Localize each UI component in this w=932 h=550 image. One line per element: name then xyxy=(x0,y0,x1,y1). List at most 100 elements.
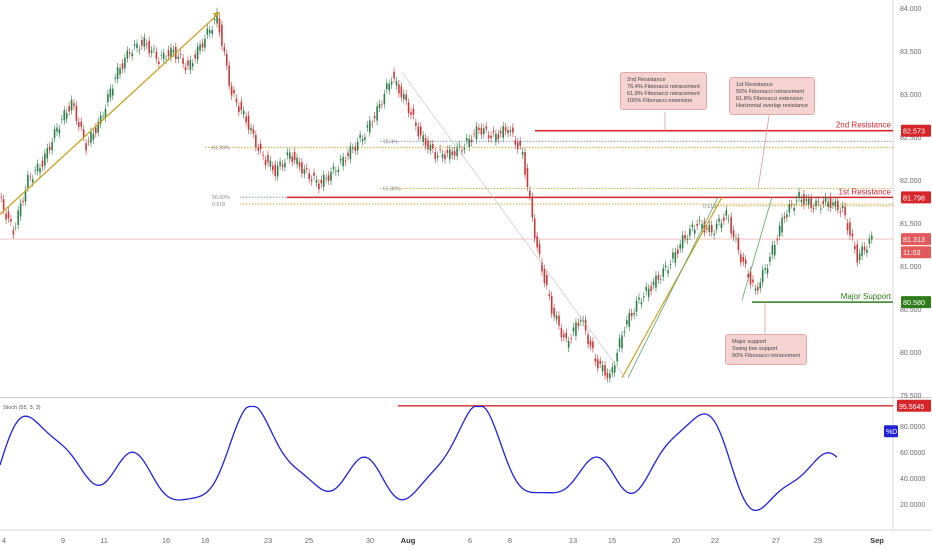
candle-body xyxy=(713,233,715,236)
candle-body xyxy=(230,86,233,96)
candle-body xyxy=(841,206,844,208)
candle-body xyxy=(463,147,466,150)
candle-body xyxy=(752,279,754,283)
candle-body xyxy=(138,49,141,51)
candle-body xyxy=(281,164,284,167)
candle-body xyxy=(783,216,786,219)
candle-body xyxy=(92,133,95,140)
candle-body xyxy=(849,222,851,236)
price-tick-label: 82.500 xyxy=(900,135,922,142)
candle-body xyxy=(531,197,534,218)
candle-body xyxy=(238,106,240,113)
candle-body xyxy=(679,244,682,249)
annotation-line: Swing low support xyxy=(732,345,778,352)
candle-body xyxy=(378,104,381,109)
candle-body xyxy=(555,315,558,320)
price-tick-label: 81.000 xyxy=(900,264,922,271)
price-badge-text: 82.573 xyxy=(903,127,925,136)
candle-body xyxy=(623,331,626,333)
candle-body xyxy=(657,275,660,280)
candle-body xyxy=(613,365,616,373)
candle-body xyxy=(730,216,732,234)
candle-body xyxy=(742,256,745,262)
candle-body xyxy=(492,130,495,133)
candle-body xyxy=(196,46,199,60)
candle-body xyxy=(298,161,301,167)
fib-level-label: 50.00% xyxy=(212,195,230,201)
fib-level-label: 0.618 xyxy=(703,204,716,210)
candle-body xyxy=(208,30,211,34)
candle-body xyxy=(718,218,720,222)
candle-body xyxy=(766,268,769,274)
candle-body xyxy=(630,313,633,317)
price-tick-label: 83.000 xyxy=(900,92,922,99)
x-tick-label: 13 xyxy=(569,536,577,545)
x-tick-label: 23 xyxy=(264,536,272,545)
candle-body xyxy=(698,219,701,221)
candle-body xyxy=(349,146,352,160)
candle-body xyxy=(589,340,592,347)
x-tick-label: 22 xyxy=(711,536,719,545)
candle-body xyxy=(444,154,446,160)
candle-body xyxy=(398,84,400,94)
candle-body xyxy=(604,365,606,376)
candle-body xyxy=(456,146,458,157)
candle-body xyxy=(51,142,53,151)
candle-body xyxy=(565,332,568,339)
candle-body xyxy=(303,169,306,174)
stoch-line xyxy=(0,405,838,512)
candle-body xyxy=(609,373,611,379)
x-tick-label: 18 xyxy=(201,536,209,545)
candle-body xyxy=(419,126,422,136)
candle-body xyxy=(194,54,197,59)
candle-body xyxy=(638,297,640,300)
candle-body xyxy=(436,155,439,158)
candle-body xyxy=(870,235,873,240)
candle-body xyxy=(764,268,766,270)
candle-body xyxy=(572,327,575,332)
candle-body xyxy=(369,120,371,133)
candle-body xyxy=(119,68,121,75)
candle-body xyxy=(640,302,643,305)
candle-body xyxy=(80,121,83,127)
candle-body xyxy=(167,50,170,57)
annotation-pointer-2 xyxy=(757,109,771,189)
candle-body xyxy=(240,101,243,111)
candle-body xyxy=(579,320,582,322)
annotation-line: 1st Resistance xyxy=(736,82,773,88)
candle-body xyxy=(97,121,100,133)
candle-body xyxy=(482,128,485,135)
candle-body xyxy=(104,108,107,118)
candle-body xyxy=(284,162,286,168)
candle-body xyxy=(356,141,359,151)
candle-body xyxy=(128,52,131,54)
candle-body xyxy=(17,210,19,225)
candle-body xyxy=(798,192,800,198)
candle-body xyxy=(749,271,752,285)
candle-body xyxy=(170,47,172,58)
candle-body xyxy=(332,166,335,170)
candle-body xyxy=(361,139,364,142)
price-badge-text: 81.798 xyxy=(903,193,925,202)
candle-body xyxy=(558,315,560,326)
annotation-line: Horizontal overlap resistance xyxy=(736,102,809,109)
candle-body xyxy=(255,134,257,148)
candle-body xyxy=(201,43,204,48)
candle-body xyxy=(68,106,70,112)
candle-body xyxy=(856,244,859,263)
candle-body xyxy=(342,156,344,167)
candle-body xyxy=(250,127,252,131)
price-badge-text: 11:03 xyxy=(903,248,920,257)
key-level-label: Major Support xyxy=(841,292,892,301)
candle-body xyxy=(740,254,742,263)
candle-body xyxy=(359,134,361,139)
candle-body xyxy=(466,137,468,141)
candle-body xyxy=(206,28,209,35)
candle-body xyxy=(529,190,531,197)
candle-body xyxy=(393,71,395,79)
candle-body xyxy=(858,253,861,260)
candle-body xyxy=(126,50,129,59)
candle-body xyxy=(305,167,308,170)
candle-body xyxy=(662,268,665,277)
annotation-1st-resistance: 1st Resistance 50% Fibonacci retracement… xyxy=(729,77,816,115)
